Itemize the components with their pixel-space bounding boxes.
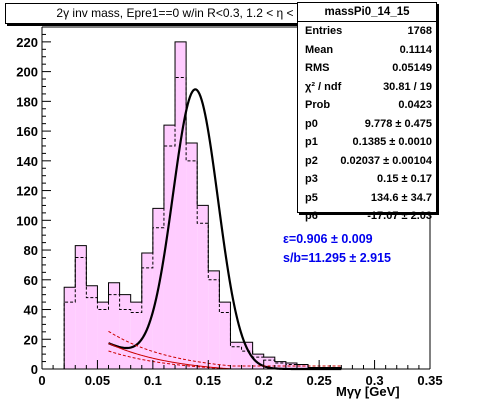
stats-row-label: p0 — [305, 117, 318, 130]
stats-row: Prob 0.0423 — [298, 96, 436, 115]
histogram-bars — [42, 41, 430, 370]
stats-row: p3 0.15 ± 0.17 — [298, 170, 436, 189]
x-tick-label: 0.3 — [366, 373, 384, 388]
histogram-bar — [230, 342, 242, 369]
x-tick-label: 0.05 — [85, 373, 110, 388]
y-tick-label: 220 — [16, 35, 38, 50]
y-tick-label: 100 — [16, 213, 38, 228]
y-tick-label: 20 — [24, 332, 38, 347]
stats-row-value: 0.02037 ± 0.00104 — [340, 154, 432, 167]
stats-row-value: 0.0423 — [398, 99, 432, 111]
y-tick-label: 60 — [24, 273, 38, 288]
histogram-bar — [75, 245, 87, 369]
y-tick-label: 80 — [24, 243, 38, 258]
stats-row: p5 134.6 ± 34.7 — [298, 189, 436, 208]
histogram-bar — [141, 253, 153, 369]
y-tick-label: 40 — [24, 303, 38, 318]
histogram-bar — [64, 287, 76, 369]
stats-row-value: 0.1385 ± 0.0010 — [352, 136, 432, 148]
histogram-bar — [263, 357, 275, 369]
x-tick-label: 0.1 — [144, 373, 162, 388]
x-tick-label: 0.15 — [196, 373, 221, 388]
stats-row-label: χ² / ndf — [305, 80, 342, 93]
histogram-bar — [219, 302, 231, 369]
stats-row-label: Mean — [305, 43, 334, 56]
stats-row-label: p5 — [305, 191, 318, 204]
histogram-bar — [130, 302, 142, 369]
histogram-bar — [296, 364, 309, 369]
histogram-bar — [274, 361, 286, 369]
stats-row-label: p3 — [305, 173, 318, 185]
stats-row-label: p1 — [305, 136, 318, 148]
stats-box: massPi0_14_15 Entries 1768 Mean 0.1114 RMS 0.… — [297, 2, 437, 222]
x-tick-label: 0.35 — [417, 373, 442, 388]
stats-row-label: Entries — [305, 25, 343, 37]
histogram-bar — [186, 142, 198, 369]
stats-row: p6 -17.07 ± 2.03 — [298, 207, 436, 226]
efficiency-label: ε=0.906 ± 0.009 — [283, 232, 373, 246]
stats-row: Entries 1768 — [298, 22, 436, 41]
histogram-bar — [208, 270, 220, 369]
stats-row-value: 134.6 ± 34.7 — [370, 191, 432, 204]
histogram-bar — [97, 302, 109, 369]
stats-row: Mean 0.1114 — [298, 41, 436, 60]
stats-row-label: p2 — [305, 154, 318, 167]
x-tick-label: 0 — [38, 373, 45, 388]
histogram-bar — [163, 125, 176, 369]
stats-row-value: 9.778 ± 0.475 — [364, 117, 432, 130]
fit-background-upper-curve — [108, 330, 342, 367]
stats-row: p0 9.778 ± 0.475 — [298, 115, 436, 134]
stats-row-label: RMS — [305, 62, 330, 74]
axes: 0 0.05 0.1 0.15 0.2 0.25 0.3 0.35 0 20 40 60 80 100 12… — [16, 26, 443, 388]
x-tick-label: 0.2 — [255, 373, 273, 388]
histogram-bar — [197, 205, 209, 369]
stats-row-value: 30.81 / 19 — [383, 80, 432, 93]
y-tick-label: 140 — [16, 154, 38, 169]
y-tick-label: 160 — [16, 124, 38, 139]
stats-row-value: 0.1114 — [399, 43, 432, 56]
y-tick-label: 180 — [16, 94, 38, 109]
y-tick-label: 0 — [31, 362, 38, 377]
x-axis-title: Mγγ [GeV] — [336, 384, 400, 399]
stats-histogram-name: massPi0_14_15 — [298, 3, 436, 22]
stats-row-value: 0.05149 — [392, 62, 432, 74]
stats-row-value: -17.07 ± 2.03 — [367, 210, 432, 222]
stats-row-label: p6 — [305, 210, 318, 222]
stats-row-value: 1768 — [407, 25, 432, 37]
stats-row: RMS 0.05149 — [298, 59, 436, 78]
stats-row: p1 0.1385 ± 0.0010 — [298, 133, 436, 152]
histogram-bar — [252, 354, 264, 369]
histogram-bar — [86, 285, 98, 369]
signal-background-label: s/b=11.295 ± 2.915 — [283, 251, 391, 265]
histogram-bar — [285, 363, 297, 369]
stats-row: p2 0.02037 ± 0.00104 — [298, 152, 436, 171]
stats-row-label: Prob — [305, 99, 331, 111]
stats-row: χ² / ndf 30.81 / 19 — [298, 78, 436, 97]
stats-row-value: 0.15 ± 0.17 — [377, 173, 432, 185]
stats-rows: Entries 1768 Mean 0.1114 RMS 0.05149 χ² / ndf 3… — [298, 22, 436, 226]
y-tick-label: 120 — [16, 184, 38, 199]
x-tick-label: 0.25 — [306, 373, 331, 388]
histogram-bar — [241, 342, 253, 369]
histogram-bar — [119, 294, 131, 369]
y-tick-label: 200 — [16, 65, 38, 80]
histogram-bar — [108, 282, 120, 369]
histogram-bar — [175, 41, 187, 369]
